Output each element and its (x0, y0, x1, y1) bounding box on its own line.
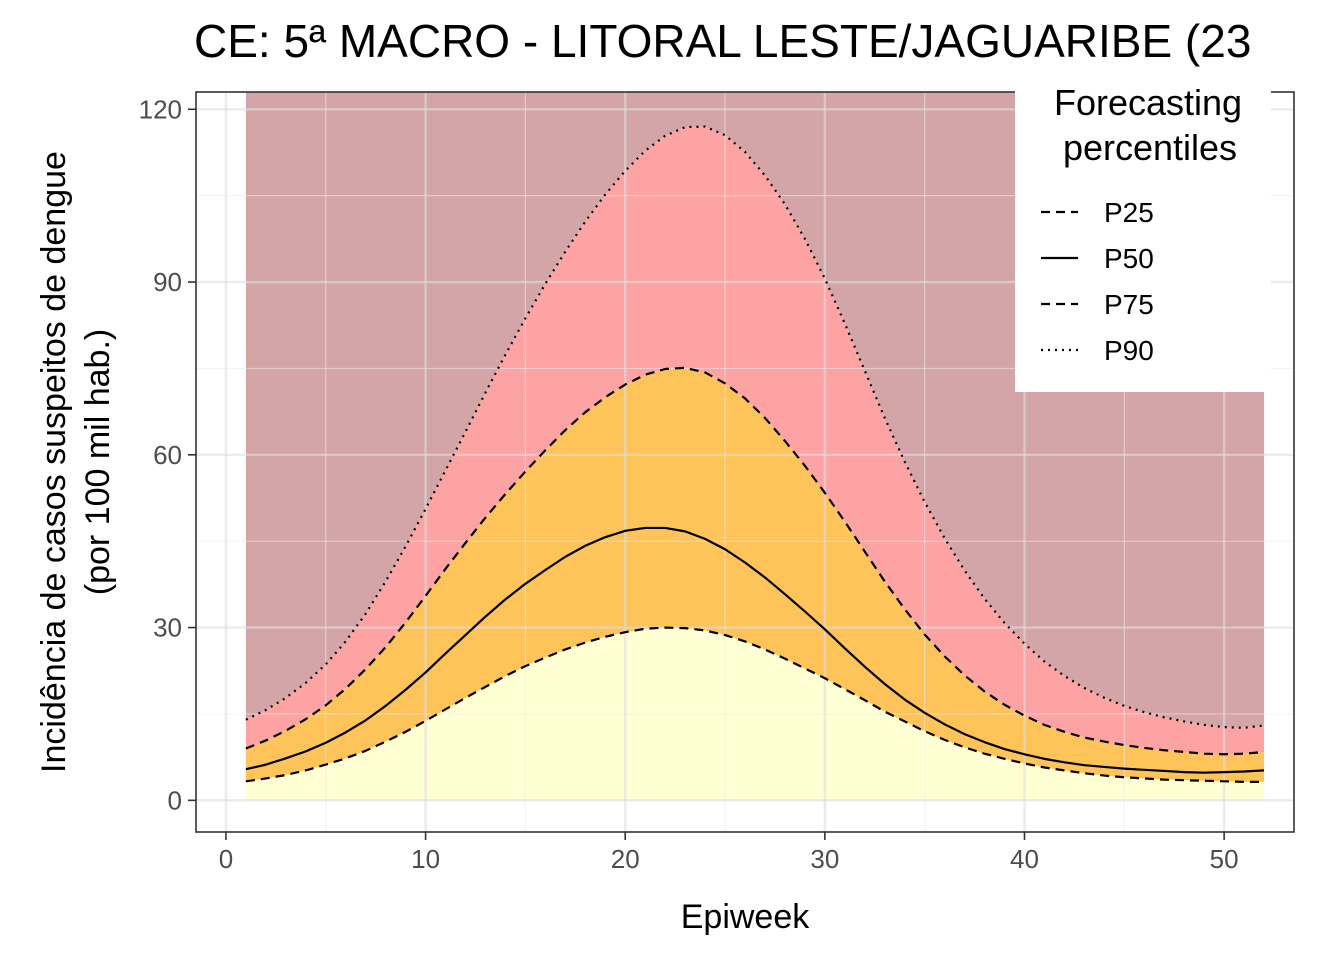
plot-panel-border (195, 91, 1295, 833)
legend-label-p50: P50 (1104, 243, 1154, 274)
y-axis-title-line-2: (por 100 mil hab.) (79, 329, 117, 595)
legend-label-p75: P75 (1104, 289, 1154, 320)
series-line-p90 (245, 125, 1265, 729)
x-tick-label: 10 (411, 844, 440, 874)
legend-title-line-1: Forecasting (1054, 82, 1242, 123)
x-tick-label: 20 (611, 844, 640, 874)
series-line-p75 (245, 366, 1265, 756)
band-above-p90 (245, 92, 1265, 728)
y-tick-label: 120 (139, 94, 182, 124)
legend-title-line-2: percentiles (1063, 127, 1237, 168)
x-tick-label: 30 (810, 844, 839, 874)
x-tick-label: 0 (219, 844, 233, 874)
y-tick-label: 30 (153, 613, 182, 643)
legend: Forecasting percentiles P25 P50 P75 P90 (1015, 82, 1271, 392)
series-line-p25 (245, 626, 1265, 784)
chart-title: CE: 5ª MACRO - LITORAL LESTE/JAGUARIBE (… (194, 15, 1252, 67)
x-axis-title: Epiweek (681, 898, 811, 936)
legend-label-p90: P90 (1104, 335, 1154, 366)
y-tick-label: 0 (168, 785, 182, 815)
band-p75-p90 (245, 126, 1265, 755)
legend-label-p25: P25 (1104, 197, 1154, 228)
x-tick-label: 40 (1010, 844, 1039, 874)
legend-background (1015, 82, 1271, 392)
y-tick-label: 90 (153, 267, 182, 297)
y-axis-title-line-1: Incidência de casos suspeitos de dengue (35, 151, 73, 773)
series-line-p50 (245, 526, 1265, 774)
y-tick-label: 60 (153, 440, 182, 470)
x-tick-label: 50 (1210, 844, 1239, 874)
